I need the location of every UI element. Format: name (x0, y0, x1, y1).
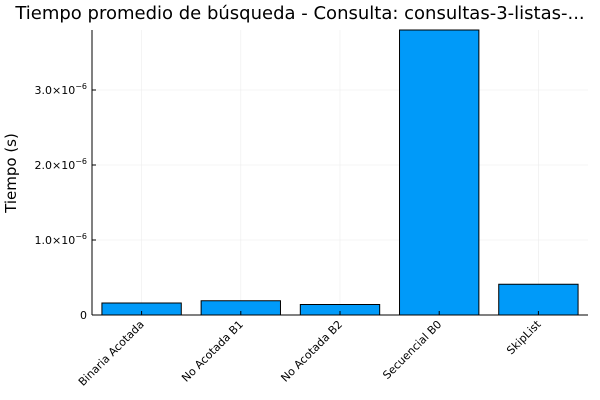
x-tick-label: SkipList (504, 317, 544, 357)
y-tick-label: 1.0×10−6 (34, 232, 87, 247)
bars (101, 29, 579, 316)
y-axis-label: Tiempo (s) (2, 133, 20, 214)
x-tick-label: Binaria Acotada (76, 318, 147, 389)
x-tick-label: No Acotada B2 (278, 318, 345, 385)
bar-skiplist (498, 283, 579, 316)
x-ticks: Binaria Acotada No Acotada B1 No Acotada B… (76, 311, 544, 389)
y-tick-label: 2.0×10−6 (34, 157, 87, 172)
bar-secuencial-b0 (399, 29, 480, 316)
y-tick-label: 3.0×10−6 (34, 82, 87, 97)
grid-lines (92, 30, 588, 315)
chart-title: Tiempo promedio de búsqueda - Consulta: … (14, 3, 584, 24)
x-tick-label: Secuencial B0 (380, 318, 444, 382)
y-ticks: 0 1.0×10−6 2.0×10−6 3.0×10−6 (34, 82, 96, 322)
x-tick-label: No Acotada B1 (179, 318, 246, 385)
y-tick-label: 0 (80, 309, 87, 322)
